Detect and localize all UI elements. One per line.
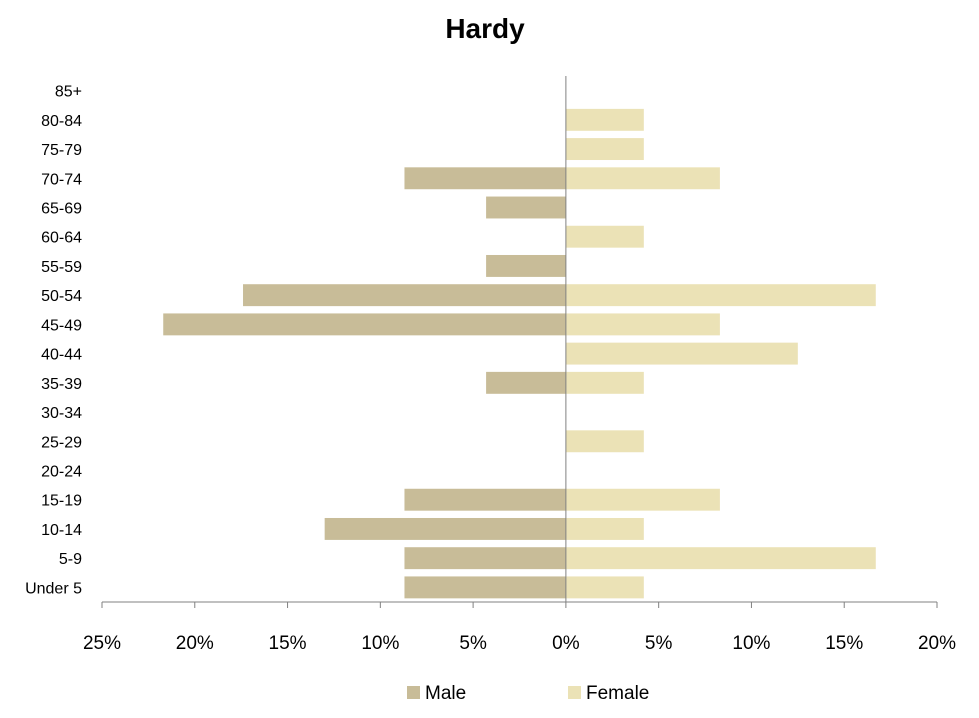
bar-male-65-69 xyxy=(486,196,566,219)
category-label: 85+ xyxy=(55,84,82,101)
category-label: 20-24 xyxy=(41,464,82,481)
axis-layer: Under 5 5-9 10-14 15-19 20-24 25-29 30-34 35-39… xyxy=(25,76,956,654)
bar-male-55-59 xyxy=(486,254,566,277)
x-tick-label: 5% xyxy=(645,633,673,654)
bar-male-under-5 xyxy=(404,576,566,599)
category-label: 65-69 xyxy=(41,201,82,218)
bar-female-50-54 xyxy=(565,284,876,307)
bar-male-45-49 xyxy=(163,313,566,336)
bar-male-70-74 xyxy=(404,167,566,190)
category-label: Under 5 xyxy=(25,580,82,597)
x-tick-label: 0% xyxy=(552,633,580,654)
bar-female-35-39 xyxy=(565,371,644,394)
bar-female-75-79 xyxy=(565,138,644,161)
x-tick-label: 15% xyxy=(825,633,863,654)
x-tick-label: 10% xyxy=(361,633,399,654)
bar-male-5-9 xyxy=(404,547,566,570)
category-label: 35-39 xyxy=(41,376,82,393)
bar-male-50-54 xyxy=(243,284,566,307)
legend: Male Female xyxy=(407,683,649,704)
bar-female-45-49 xyxy=(565,313,720,336)
x-tick-label: 5% xyxy=(459,633,487,654)
bar-female-80-84 xyxy=(565,108,644,131)
category-label: 75-79 xyxy=(41,142,82,159)
category-label: 30-34 xyxy=(41,405,82,422)
category-label: 55-59 xyxy=(41,259,82,276)
x-tick-label: 10% xyxy=(732,633,770,654)
category-label: 60-64 xyxy=(41,230,82,247)
legend-swatch-male xyxy=(407,686,420,699)
bar-female-15-19 xyxy=(565,488,720,511)
bar-male-15-19 xyxy=(404,488,566,511)
category-label: 25-29 xyxy=(41,434,82,451)
bar-female-70-74 xyxy=(565,167,720,190)
bars-layer xyxy=(163,108,876,599)
category-label: 45-49 xyxy=(41,317,82,334)
bar-female-5-9 xyxy=(565,547,876,570)
x-tick-label: 20% xyxy=(918,633,956,654)
chart-title: Hardy xyxy=(445,13,525,44)
legend-label-male: Male xyxy=(425,683,466,704)
legend-label-female: Female xyxy=(586,683,649,704)
category-label: 15-19 xyxy=(41,493,82,510)
bar-female-40-44 xyxy=(565,342,798,365)
bar-female-60-64 xyxy=(565,225,644,248)
category-label: 40-44 xyxy=(41,347,82,364)
bar-female-10-14 xyxy=(565,517,644,540)
bar-female-under-5 xyxy=(565,576,644,599)
category-label: 10-14 xyxy=(41,522,82,539)
x-tick-label: 20% xyxy=(176,633,214,654)
category-label: 70-74 xyxy=(41,171,82,188)
bar-male-10-14 xyxy=(324,517,566,540)
legend-swatch-female xyxy=(568,686,581,699)
category-label: 5-9 xyxy=(59,551,82,568)
x-tick-label: 25% xyxy=(83,633,121,654)
bar-male-35-39 xyxy=(486,371,566,394)
bar-female-25-29 xyxy=(565,430,644,453)
category-label: 50-54 xyxy=(41,288,82,305)
x-tick-label: 15% xyxy=(269,633,307,654)
category-label: 80-84 xyxy=(41,113,82,130)
